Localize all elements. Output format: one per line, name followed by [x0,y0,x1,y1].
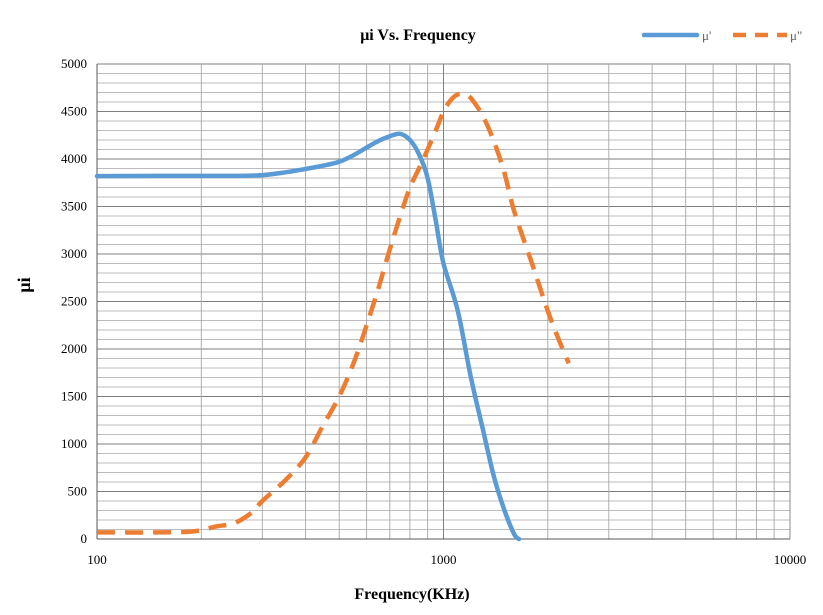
x-tick-labels: 100 1000 10000 [87,552,806,567]
y-tick-label: 1500 [61,389,87,404]
x-tick-label: 10000 [774,552,807,567]
legend: μ' μ" [641,28,802,43]
series-line-mu-prime [94,131,522,542]
y-axis-label: μi [14,277,34,292]
y-tick-label: 2000 [61,341,87,356]
x-axis-label: Frequency(KHz) [354,586,469,603]
y-tick-label: 3500 [61,199,87,214]
y-tick-label: 5000 [61,56,87,71]
plot-grid [96,63,791,540]
y-tick-label: 0 [81,531,88,546]
x-tick-label: 100 [87,552,107,567]
plot-axes [96,64,790,540]
chart-title: μi Vs. Frequency [360,27,476,44]
y-tick-label: 1000 [61,436,87,451]
series-lines [94,91,571,542]
y-tick-labels: 0 500 1000 1500 2000 2500 3000 3500 4000 4500 5000 [61,56,87,546]
y-tick-label: 4500 [61,104,87,119]
x-tick-label: 1000 [431,552,457,567]
legend-label-mu-prime: μ' [702,28,711,43]
y-tick-label: 500 [68,484,88,499]
y-tick-label: 2500 [61,294,87,309]
y-tick-label: 4000 [61,151,87,166]
series-line-mu-double-prime [96,91,571,535]
y-tick-label: 3000 [61,246,87,261]
legend-label-mu-double-prime: μ" [790,28,802,43]
